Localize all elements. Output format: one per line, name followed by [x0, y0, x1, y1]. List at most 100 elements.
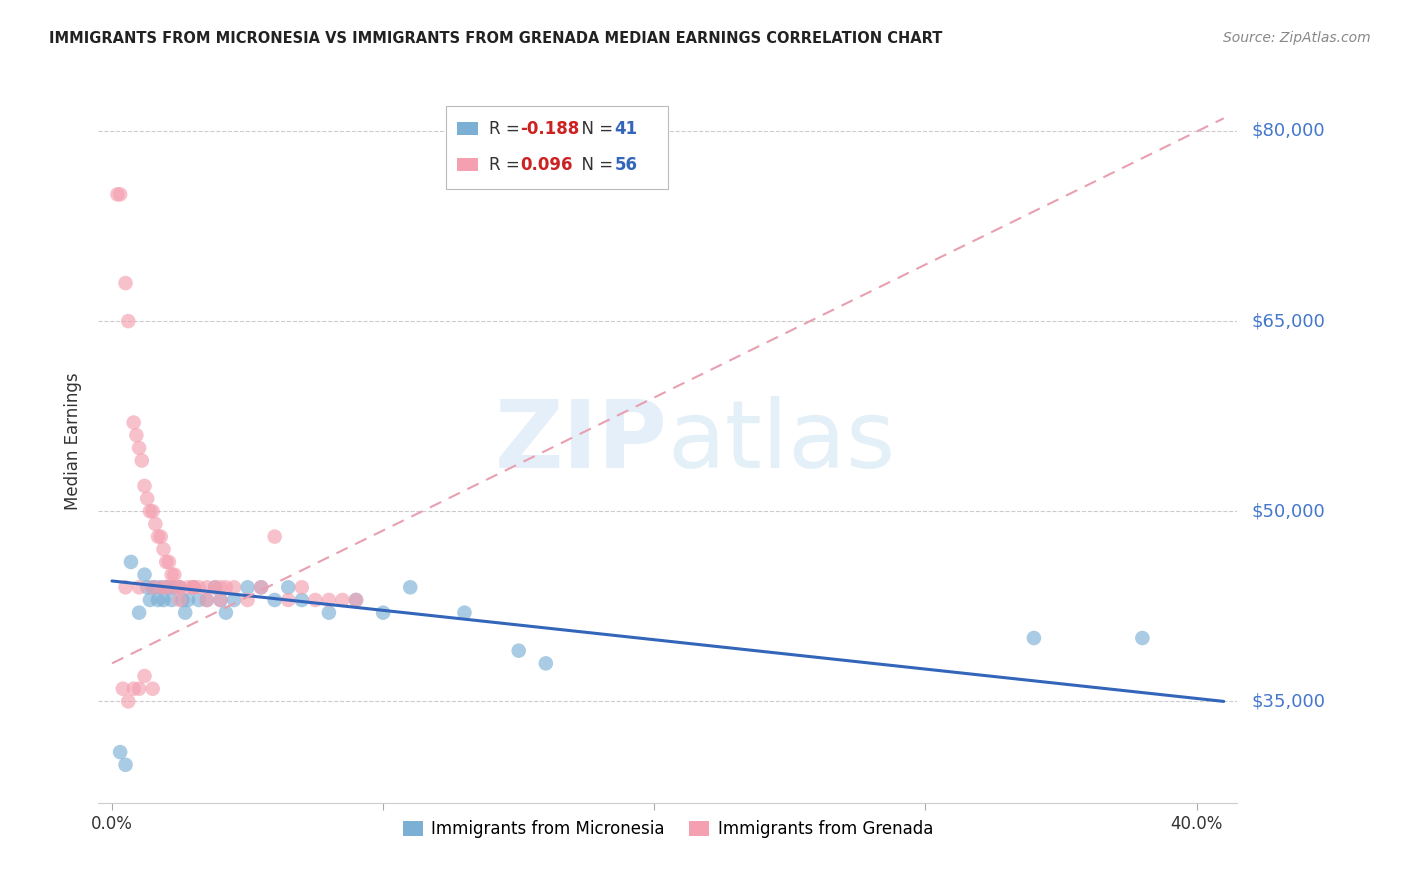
Point: [291, 580, 314, 594]
Point: [169, 593, 191, 607]
Point: [152, 542, 174, 557]
Point: [177, 580, 200, 594]
Point: [107, 187, 129, 202]
Point: [114, 757, 136, 772]
Point: [169, 580, 191, 594]
Point: [108, 187, 131, 202]
Text: 56: 56: [614, 156, 637, 174]
Text: $35,000: $35,000: [1251, 692, 1326, 710]
Text: N =: N =: [571, 156, 619, 174]
Text: R =: R =: [489, 156, 524, 174]
Point: [163, 567, 186, 582]
Point: [1132, 631, 1154, 645]
Text: Source: ZipAtlas.com: Source: ZipAtlas.com: [1223, 31, 1371, 45]
FancyBboxPatch shape: [446, 105, 668, 189]
Point: [169, 580, 191, 594]
Point: [209, 593, 232, 607]
Point: [134, 669, 156, 683]
Point: [236, 580, 259, 594]
Point: [117, 694, 139, 708]
Point: [155, 555, 177, 569]
Point: [160, 567, 183, 582]
Point: [1022, 631, 1045, 645]
Point: [263, 530, 285, 544]
Point: [174, 606, 197, 620]
Point: [318, 593, 340, 607]
Point: [163, 580, 186, 594]
Point: [139, 504, 162, 518]
Point: [187, 593, 209, 607]
Y-axis label: Median Earnings: Median Earnings: [65, 373, 83, 510]
Point: [204, 580, 226, 594]
Point: [453, 606, 475, 620]
Point: [146, 530, 169, 544]
Text: atlas: atlas: [668, 395, 896, 488]
Point: [169, 580, 191, 594]
Point: [344, 593, 367, 607]
Bar: [457, 122, 478, 136]
Point: [120, 555, 142, 569]
Point: [508, 643, 530, 657]
Point: [222, 580, 245, 594]
Point: [172, 593, 194, 607]
Bar: [457, 158, 478, 171]
Point: [183, 580, 205, 594]
Point: [134, 567, 156, 582]
Text: ZIP: ZIP: [495, 395, 668, 488]
Point: [142, 580, 165, 594]
Point: [195, 593, 218, 607]
Point: [128, 606, 150, 620]
Point: [145, 580, 167, 594]
Point: [114, 276, 136, 290]
Point: [215, 606, 238, 620]
Point: [215, 580, 238, 594]
Point: [318, 606, 340, 620]
Point: [304, 593, 326, 607]
Point: [131, 453, 153, 467]
Point: [236, 593, 259, 607]
Point: [157, 580, 180, 594]
Point: [136, 580, 159, 594]
Text: R =: R =: [489, 120, 524, 137]
Point: [183, 580, 205, 594]
Point: [277, 593, 299, 607]
Text: $50,000: $50,000: [1251, 502, 1324, 520]
Point: [534, 657, 557, 671]
Point: [250, 580, 273, 594]
Point: [155, 580, 177, 594]
Point: [145, 516, 167, 531]
Point: [157, 555, 180, 569]
Text: -0.188: -0.188: [520, 120, 579, 137]
Point: [149, 580, 172, 594]
Point: [183, 580, 205, 594]
Point: [142, 580, 165, 594]
Text: IMMIGRANTS FROM MICRONESIA VS IMMIGRANTS FROM GRENADA MEDIAN EARNINGS CORRELATIO: IMMIGRANTS FROM MICRONESIA VS IMMIGRANTS…: [49, 31, 942, 46]
Point: [149, 530, 172, 544]
Point: [204, 580, 226, 594]
Point: [344, 593, 367, 607]
Point: [222, 593, 245, 607]
Point: [122, 416, 145, 430]
Point: [122, 681, 145, 696]
Point: [139, 593, 162, 607]
Point: [291, 593, 314, 607]
Point: [108, 745, 131, 759]
Point: [128, 580, 150, 594]
Point: [117, 314, 139, 328]
Point: [209, 593, 232, 607]
Point: [114, 580, 136, 594]
Point: [250, 580, 273, 594]
Point: [209, 580, 232, 594]
Point: [152, 593, 174, 607]
Text: 0.096: 0.096: [520, 156, 572, 174]
Point: [128, 441, 150, 455]
Point: [263, 593, 285, 607]
Point: [160, 580, 183, 594]
Point: [183, 580, 205, 594]
Point: [134, 479, 156, 493]
Point: [277, 580, 299, 594]
Point: [142, 504, 165, 518]
Point: [136, 491, 159, 506]
Point: [142, 681, 165, 696]
Point: [187, 580, 209, 594]
